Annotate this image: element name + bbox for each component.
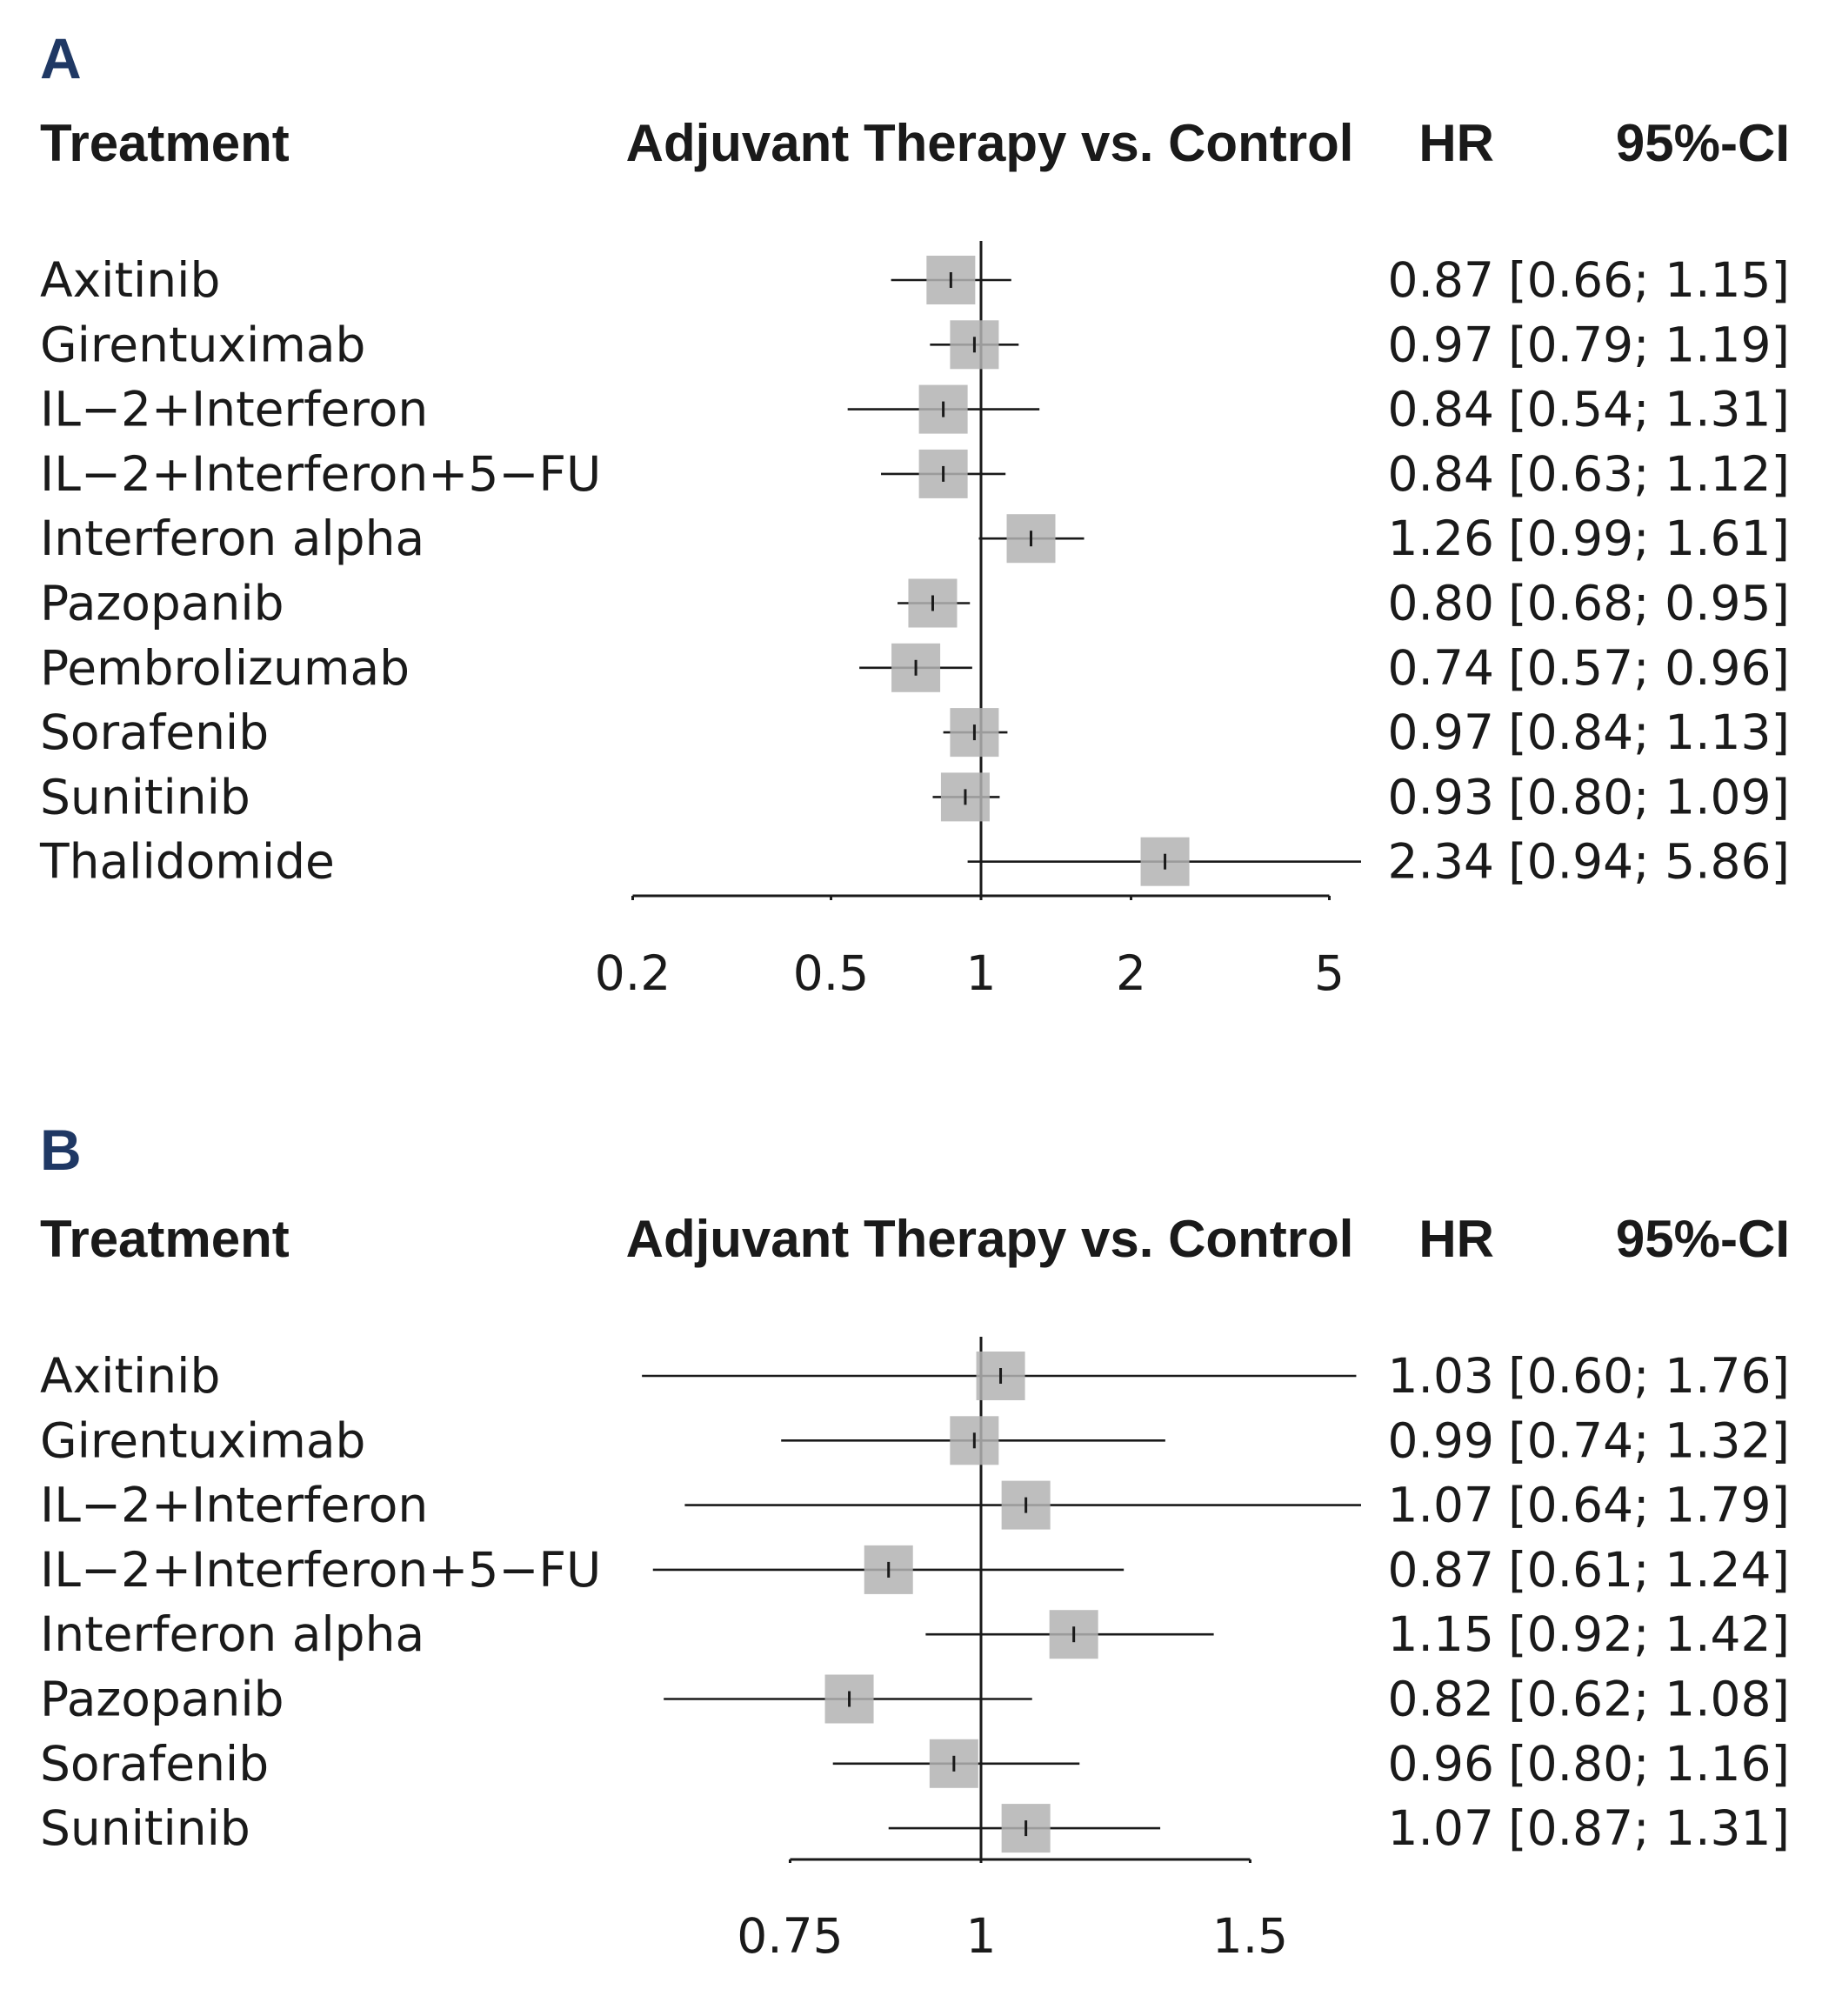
header-comparison: Adjuvant Therapy vs. Control xyxy=(626,1210,1354,1268)
ci-value: [0.64; 1.79] xyxy=(1508,1478,1790,1533)
hr-value: 1.03 xyxy=(1388,1348,1494,1404)
treatment-label: Pazopanib xyxy=(40,1672,284,1727)
ci-value: [0.68; 0.95] xyxy=(1508,576,1790,631)
treatment-label: Sunitinib xyxy=(40,769,250,824)
hr-value: 0.80 xyxy=(1388,576,1494,631)
x-tick-label: 1.5 xyxy=(1212,1908,1288,1964)
x-axis: 0.2 0.5 1 2 5 xyxy=(595,894,1345,1001)
treatment-label: IL−2+Interferon+5−FU xyxy=(40,1542,601,1598)
treatment-label: Interferon alpha xyxy=(40,1606,424,1662)
forest-row-sorafenib: Sorafenib 0.97 [0.84; 1.13] xyxy=(40,704,1790,760)
forest-row-sunitinib: Sunitinib 0.93 [0.80; 1.09] xyxy=(40,769,1790,824)
x-tick-label: 2 xyxy=(1116,945,1146,1001)
hr-value: 0.93 xyxy=(1388,769,1494,824)
forest-row-pazopanib: Pazopanib 0.80 [0.68; 0.95] xyxy=(40,576,1790,631)
hr-value: 0.99 xyxy=(1388,1412,1494,1468)
hr-value: 0.74 xyxy=(1388,640,1494,696)
forest-plot-panel-b: B Treatment Adjuvant Therapy vs. Control HR… xyxy=(40,1118,1790,1964)
ci-value: [0.79; 1.19] xyxy=(1508,317,1790,372)
hr-value: 0.96 xyxy=(1388,1736,1494,1792)
forest-row-axitinib: Axitinib 1.03 [0.60; 1.76] xyxy=(40,1348,1790,1404)
x-tick-label: 0.2 xyxy=(595,945,671,1001)
forest-row-il-2-interferon: IL−2+Interferon 1.07 [0.64; 1.79] xyxy=(40,1478,1790,1533)
ci-value: [0.99; 1.61] xyxy=(1508,511,1790,566)
hr-value: 1.15 xyxy=(1388,1606,1494,1662)
ci-value: [0.60; 1.76] xyxy=(1508,1348,1790,1404)
hr-value: 0.84 xyxy=(1388,382,1494,437)
treatment-label: Pazopanib xyxy=(40,576,284,631)
ci-value: [0.80; 1.09] xyxy=(1508,769,1790,824)
hr-value: 1.07 xyxy=(1388,1800,1494,1856)
forest-row-il-2-interferon: IL−2+Interferon 0.84 [0.54; 1.31] xyxy=(40,382,1790,437)
forest-row-interferon-alpha: Interferon alpha 1.26 [0.99; 1.61] xyxy=(40,511,1790,566)
ci-value: [0.92; 1.42] xyxy=(1508,1606,1790,1662)
hr-value: 0.87 xyxy=(1388,1542,1494,1598)
treatment-label: Pembrolizumab xyxy=(40,640,410,696)
forest-row-il-2-interferon-5-fu: IL−2+Interferon+5−FU 0.84 [0.63; 1.12] xyxy=(40,446,1790,502)
ci-value: [0.66; 1.15] xyxy=(1508,252,1790,308)
header-ci: 95%-CI xyxy=(1616,114,1790,172)
forest-row-il-2-interferon-5-fu: IL−2+Interferon+5−FU 0.87 [0.61; 1.24] xyxy=(40,1542,1790,1598)
x-tick-label: 1 xyxy=(966,1908,997,1964)
header-treatment: Treatment xyxy=(40,114,290,172)
hr-value: 0.84 xyxy=(1388,446,1494,502)
ci-value: [0.63; 1.12] xyxy=(1508,446,1790,502)
treatment-label: Sunitinib xyxy=(40,1800,250,1856)
x-tick-label: 5 xyxy=(1314,945,1345,1001)
hr-value: 1.07 xyxy=(1388,1478,1494,1533)
hr-value: 2.34 xyxy=(1388,834,1494,890)
forest-plot-panel-a: A Treatment Adjuvant Therapy vs. Control HR… xyxy=(39,26,1790,1001)
forest-row-axitinib: Axitinib 0.87 [0.66; 1.15] xyxy=(40,252,1790,308)
treatment-label: Girentuximab xyxy=(40,317,365,372)
x-axis: 0.75 1 1.5 xyxy=(737,1858,1288,1964)
treatment-label: IL−2+Interferon xyxy=(40,382,428,437)
forest-row-interferon-alpha: Interferon alpha 1.15 [0.92; 1.42] xyxy=(40,1606,1790,1662)
ci-value: [0.94; 5.86] xyxy=(1508,834,1790,890)
ci-value: [0.54; 1.31] xyxy=(1508,382,1790,437)
x-tick-label: 0.5 xyxy=(793,945,869,1001)
treatment-label: Thalidomide xyxy=(39,834,335,890)
panel-label: A xyxy=(40,26,82,90)
hr-value: 1.26 xyxy=(1388,511,1494,566)
x-tick-label: 0.75 xyxy=(737,1908,843,1964)
treatment-label: Girentuximab xyxy=(40,1412,365,1468)
hr-value: 0.82 xyxy=(1388,1672,1494,1727)
treatment-label: IL−2+Interferon xyxy=(40,1478,428,1533)
header-hr: HR xyxy=(1418,114,1494,172)
header-hr: HR xyxy=(1418,1210,1494,1268)
ci-value: [0.62; 1.08] xyxy=(1508,1672,1790,1727)
treatment-label: Axitinib xyxy=(40,1348,220,1404)
header-ci: 95%-CI xyxy=(1616,1210,1790,1268)
forest-row-girentuximab: Girentuximab 0.97 [0.79; 1.19] xyxy=(40,317,1790,372)
ci-value: [0.87; 1.31] xyxy=(1508,1800,1790,1856)
forest-row-girentuximab: Girentuximab 0.99 [0.74; 1.32] xyxy=(40,1412,1790,1468)
forest-row-pembrolizumab: Pembrolizumab 0.74 [0.57; 0.96] xyxy=(40,640,1790,696)
forest-row-sunitinib: Sunitinib 1.07 [0.87; 1.31] xyxy=(40,1800,1790,1856)
hr-value: 0.97 xyxy=(1388,704,1494,760)
treatment-label: IL−2+Interferon+5−FU xyxy=(40,446,601,502)
ci-value: [0.84; 1.13] xyxy=(1508,704,1790,760)
x-tick-label: 1 xyxy=(966,945,997,1001)
panel-label: B xyxy=(40,1118,82,1182)
ci-value: [0.74; 1.32] xyxy=(1508,1412,1790,1468)
header-comparison: Adjuvant Therapy vs. Control xyxy=(626,114,1354,172)
header-treatment: Treatment xyxy=(40,1210,290,1268)
forest-row-sorafenib: Sorafenib 0.96 [0.80; 1.16] xyxy=(40,1736,1790,1792)
treatment-label: Sorafenib xyxy=(40,704,269,760)
forest-row-pazopanib: Pazopanib 0.82 [0.62; 1.08] xyxy=(40,1672,1790,1727)
treatment-label: Axitinib xyxy=(40,252,220,308)
forest-row-thalidomide: Thalidomide 2.34 [0.94; 5.86] xyxy=(39,834,1790,890)
treatment-label: Sorafenib xyxy=(40,1736,269,1792)
ci-value: [0.61; 1.24] xyxy=(1508,1542,1790,1598)
treatment-label: Interferon alpha xyxy=(40,511,424,566)
hr-value: 0.87 xyxy=(1388,252,1494,308)
ci-value: [0.57; 0.96] xyxy=(1508,640,1790,696)
hr-value: 0.97 xyxy=(1388,317,1494,372)
ci-value: [0.80; 1.16] xyxy=(1508,1736,1790,1792)
